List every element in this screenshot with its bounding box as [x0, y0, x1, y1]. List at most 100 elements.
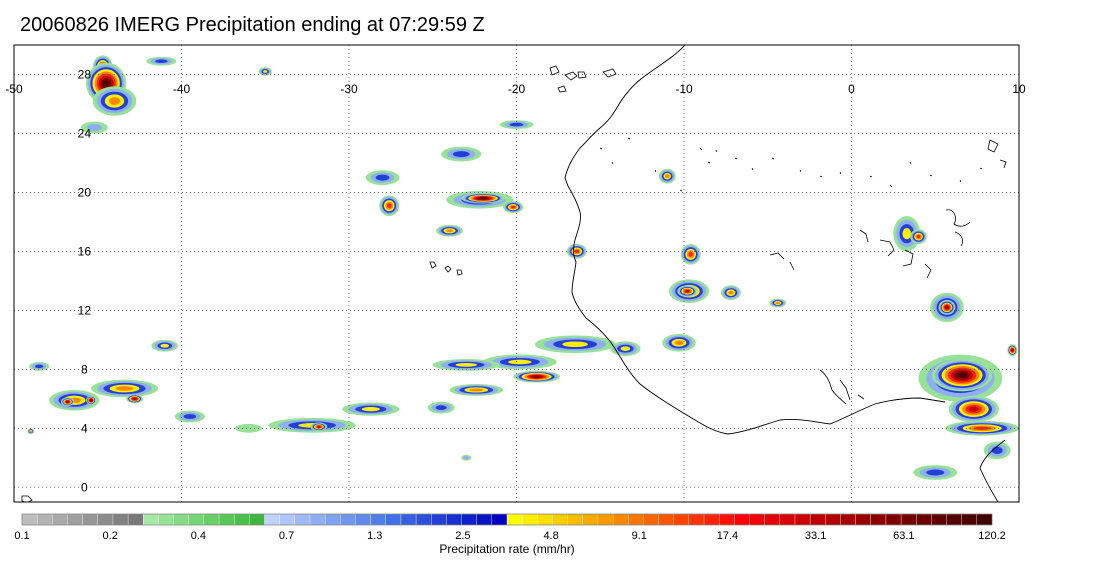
precip-cell [913, 465, 958, 480]
colorbar-swatch [931, 513, 948, 526]
colorbar-swatch [203, 513, 220, 526]
precip-ring [509, 122, 524, 127]
precip-cell [503, 201, 524, 214]
axis-labels: -50 -40 -30 -20 -10 0 10 0 4 8 12 16 20 24 28 [5, 67, 1026, 494]
precip-cell [29, 361, 50, 371]
west-africa-coastline [564, 45, 946, 435]
precip-ring [728, 290, 734, 295]
colorbar-tick-label: 1.3 [367, 530, 382, 542]
precip-ring [455, 363, 477, 367]
colorbar-swatch [36, 513, 53, 526]
precip-cell [81, 121, 108, 134]
colorbar-swatch [764, 513, 781, 526]
precip-ring [115, 386, 134, 391]
precip-ring [452, 151, 470, 158]
precip-ring [902, 228, 912, 240]
precip-ring [532, 375, 541, 378]
colorbar-swatch [734, 513, 751, 526]
colorbar-swatch [718, 513, 735, 526]
colorbar-swatch [415, 513, 432, 526]
colorbar-swatch [658, 513, 675, 526]
map-title: 20060826 IMERG Precipitation ending at 0… [20, 14, 485, 36]
colorbar-swatch [521, 513, 538, 526]
colorbar-swatch [249, 513, 265, 526]
precip-ring [183, 414, 197, 419]
colorbar-swatch [218, 513, 235, 526]
map-frame [13, 44, 1020, 503]
colorbar-swatch [809, 513, 826, 526]
precip-cell [258, 67, 272, 76]
precip-cell [983, 441, 1011, 460]
precip-ring [29, 430, 32, 433]
lon-tick-label: 0 [848, 82, 855, 96]
precip-ring [926, 469, 945, 476]
precip-ring [957, 372, 967, 378]
colorbar-swatch [916, 513, 932, 526]
colorbar-swatch [582, 513, 599, 526]
precip-cell [235, 423, 262, 433]
precip-cell [948, 395, 999, 423]
precip-ring [665, 174, 670, 179]
gridlines [14, 45, 1019, 502]
precip-cell [482, 354, 557, 370]
precip-cell [146, 56, 177, 66]
precip-cell [92, 86, 137, 116]
colorbar-swatch [870, 513, 887, 526]
colorbar-tick-label: 0.1 [14, 530, 29, 542]
precip-cell [427, 401, 455, 414]
precip-cell [91, 379, 159, 398]
precip-cell [436, 224, 463, 237]
precip-cell [720, 285, 741, 301]
colorbar-tick-label: 120.2 [978, 530, 1006, 542]
precip-cell [938, 300, 956, 315]
lon-tick-label: -40 [173, 82, 191, 96]
colorbar-swatch [188, 513, 205, 526]
precip-cell [662, 333, 696, 352]
precip-cell [658, 168, 676, 184]
colorbar-swatch [21, 513, 38, 526]
colorbar-swatch [688, 513, 705, 526]
precip-cell [342, 402, 400, 416]
precip-cell [449, 384, 504, 396]
colorbar-swatch [233, 513, 250, 526]
precip-cell [27, 428, 35, 435]
colorbar-swatch [976, 513, 993, 526]
lat-tick-label: 0 [81, 480, 88, 494]
colorbar-swatch [673, 513, 690, 526]
colorbar-swatch [643, 513, 660, 526]
precip-ring [991, 446, 1003, 455]
colorbar-swatch [52, 513, 68, 526]
colorbar-swatch [855, 513, 872, 526]
colorbar-swatch [552, 513, 569, 526]
colorbar-swatch [703, 513, 720, 526]
colorbar-swatch [82, 513, 99, 526]
colorbar-tick-label: 0.7 [279, 530, 294, 542]
precip-ring [968, 406, 979, 412]
colorbar-swatch [491, 513, 508, 526]
colorbar-swatch [340, 513, 356, 526]
precip-ring [133, 398, 137, 400]
precip-cell [910, 229, 927, 245]
colorbar-tick-label: 2.5 [455, 530, 470, 542]
precip-ring [685, 290, 690, 293]
colorbar-tick-label: 17.4 [717, 530, 738, 542]
colorbar-swatch [355, 513, 372, 526]
colorbar-swatch [567, 513, 584, 526]
colorbar-swatch [143, 513, 159, 526]
precip-ring [35, 364, 44, 369]
precip-cell [677, 285, 698, 298]
colorbar-swatch [294, 513, 311, 526]
precip-cell [151, 339, 179, 352]
colorbar-swatch [476, 513, 493, 526]
colorbar-frame [21, 513, 993, 526]
colorbar-swatch [173, 513, 190, 526]
colorbar-swatch [385, 513, 402, 526]
lat-tick-label: 8 [81, 362, 88, 376]
west-africa-coastline-east [979, 439, 1006, 502]
precip-cell [610, 341, 641, 357]
precip-ring [317, 426, 321, 428]
colorbar-tick-label: 33.1 [805, 530, 826, 542]
precip-cell [379, 195, 400, 216]
colorbar-swatch [900, 513, 917, 526]
